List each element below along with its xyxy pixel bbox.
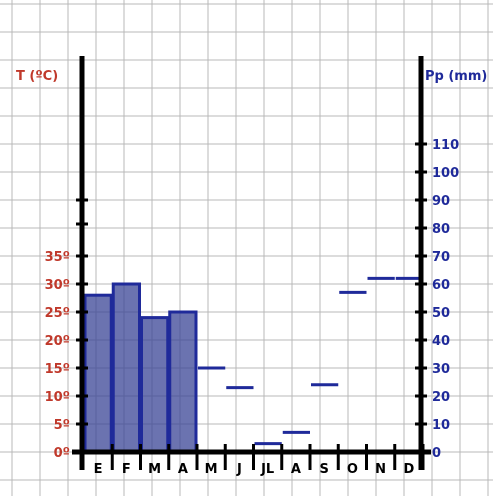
right-tick-label: 100 — [432, 166, 459, 181]
temperature-bars — [83, 282, 198, 454]
right-tick-label: 30 — [432, 362, 450, 377]
left-tick-label: 10º — [45, 390, 70, 405]
right-tick-label: 110 — [432, 138, 459, 153]
month-label: A — [291, 462, 301, 477]
month-labels: E F M A M J JL A S O N D — [94, 444, 425, 477]
right-tick-label: 80 — [432, 222, 450, 237]
month-label: D — [403, 462, 414, 477]
axis-labels: T (ºC) Pp (mm) — [16, 69, 487, 84]
month-label: J — [236, 462, 242, 477]
precipitation-marks — [198, 276, 423, 446]
month-label: JL — [260, 462, 274, 477]
month-label: E — [94, 462, 103, 477]
left-axis-title: T (ºC) — [16, 69, 58, 84]
left-tick-label: 20º — [45, 334, 70, 349]
month-label: F — [122, 462, 131, 477]
right-tick-label: 60 — [432, 278, 450, 293]
right-tick-label: 40 — [432, 334, 450, 349]
month-label: O — [347, 462, 358, 477]
right-tick-label: 10 — [432, 418, 450, 433]
month-label: A — [178, 462, 188, 477]
right-axis-title: Pp (mm) — [425, 69, 487, 84]
left-tick-label: 5º — [54, 418, 70, 433]
chart-axes — [72, 56, 431, 470]
left-tick-label: 30º — [45, 278, 70, 293]
right-tick-label: 90 — [432, 194, 450, 209]
right-tick-label: 70 — [432, 250, 450, 265]
right-tick-label: 50 — [432, 306, 450, 321]
left-tick-label: 15º — [45, 362, 70, 377]
left-tick-label: 0º — [54, 446, 70, 461]
temperature-bar — [111, 282, 141, 454]
right-tick-label: 20 — [432, 390, 450, 405]
temperature-bar — [140, 316, 170, 454]
left-tick-label: 35º — [45, 250, 70, 265]
month-label: M — [205, 462, 218, 477]
month-label: S — [319, 462, 328, 477]
temperature-bar — [168, 310, 198, 454]
left-tick-labels: 0º 5º 10º 15º 20º 25º 30º 35º — [45, 198, 88, 461]
right-tick-labels: 0 10 20 30 40 50 60 70 80 90 100 110 — [415, 138, 459, 461]
month-label: N — [375, 462, 386, 477]
temperature-bar — [83, 293, 113, 454]
left-tick-label: 25º — [45, 306, 70, 321]
month-label: M — [148, 462, 161, 477]
right-tick-label: 0 — [432, 446, 441, 461]
